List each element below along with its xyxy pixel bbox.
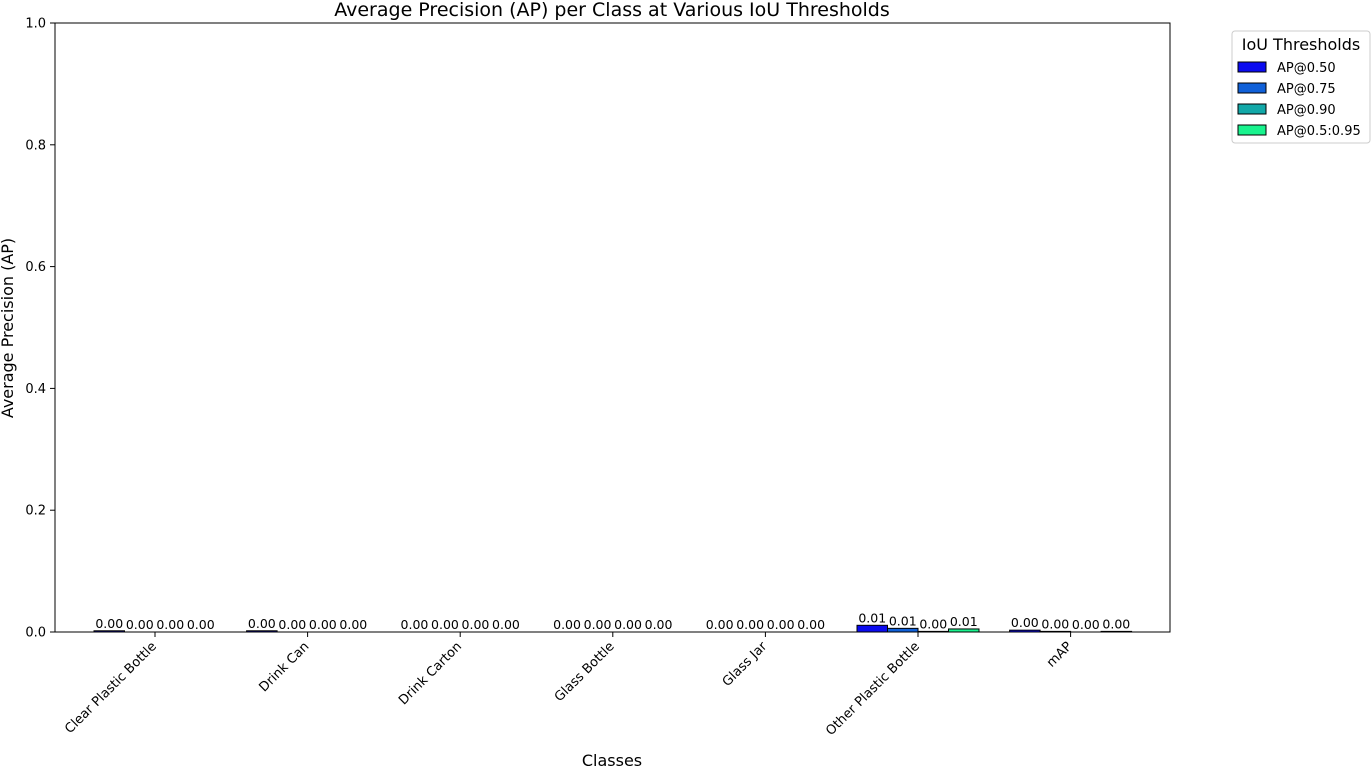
bar-value-label: 0.00 — [553, 617, 581, 632]
bar-labels-layer: 0.00 0.00 0.00 0.00 0.00 0.00 0.00 0.00 0.00 0.00… — [95, 610, 1130, 632]
bar — [887, 627, 919, 633]
bar-value-label: 0.00 — [645, 617, 673, 632]
bar-value-label: 0.00 — [614, 617, 642, 632]
legend-frame — [1231, 30, 1371, 144]
bar-value-label: 0.00 — [126, 617, 154, 632]
y-tick-label: 0.4 — [25, 382, 46, 397]
legend-title: IoU Thresholds — [1242, 35, 1361, 54]
y-tick-label: 0.2 — [25, 504, 46, 519]
bar-value-label: 0.00 — [187, 617, 215, 632]
bar-value-label: 0.00 — [1041, 616, 1069, 631]
bar-value-label: 0.00 — [584, 617, 612, 632]
bar-value-label: 0.00 — [339, 617, 367, 632]
x-axis: Clear Plastic Bottle Drink Can Drink Carto… — [62, 632, 1076, 739]
bar-value-label: 0.00 — [736, 617, 764, 632]
legend-entry: AP@0.75 — [1277, 82, 1336, 97]
y-axis-label: Average Precision (AP) — [0, 238, 17, 418]
legend-swatch — [1237, 61, 1267, 73]
bar-value-label: 0.00 — [797, 617, 825, 632]
legend-swatch — [1237, 124, 1267, 136]
y-tick-label: 0.6 — [25, 260, 46, 275]
x-tick-label: Glass Bottle — [552, 639, 618, 705]
y-tick-label: 0.0 — [25, 626, 46, 641]
bar-value-label: 0.00 — [95, 616, 123, 631]
bar-value-label: 0.00 — [248, 616, 276, 631]
legend-swatch — [1237, 82, 1267, 94]
bar-value-label: 0.01 — [889, 613, 917, 628]
bar-value-label: 0.00 — [492, 617, 520, 632]
legend-entry: AP@0.5:0.95 — [1277, 124, 1361, 139]
bar-value-label: 0.00 — [767, 617, 795, 632]
bar-value-label: 0.00 — [462, 617, 490, 632]
bar-value-label: 0.01 — [858, 610, 886, 625]
bar-value-label: 0.00 — [1072, 617, 1100, 632]
bar-value-label: 0.00 — [919, 616, 947, 631]
bar-value-label: 0.00 — [156, 617, 184, 632]
bar-value-label: 0.00 — [1011, 615, 1039, 630]
x-tick-label: Other Plastic Bottle — [823, 639, 923, 739]
bar-value-label: 0.00 — [431, 617, 459, 632]
x-tick-label: Glass Jar — [720, 639, 771, 690]
x-axis-label: Classes — [582, 751, 642, 770]
bar-value-label: 0.00 — [278, 617, 306, 632]
bar-value-label: 0.00 — [401, 617, 429, 632]
bar-value-label: 0.00 — [706, 617, 734, 632]
legend-entry: AP@0.90 — [1277, 103, 1336, 118]
bar-value-label: 0.00 — [1102, 616, 1130, 631]
x-tick-label: Drink Carton — [396, 639, 465, 708]
y-axis: 0.0 0.2 0.4 0.6 0.8 1.0 — [25, 17, 55, 641]
plot-frame — [54, 22, 1171, 633]
x-tick-label: mAP — [1044, 639, 1076, 671]
y-tick-label: 1.0 — [25, 17, 46, 32]
legend-items: AP@0.50 AP@0.75 AP@0.90 AP@0.5:0.95 — [1237, 61, 1361, 139]
x-tick-label: Drink Can — [256, 639, 312, 695]
bar-value-label: 0.00 — [309, 617, 337, 632]
chart-title: Average Precision (AP) per Class at Vari… — [334, 0, 890, 21]
legend-swatch — [1237, 103, 1267, 115]
x-tick-label: Clear Plastic Bottle — [62, 639, 160, 737]
legend-entry: AP@0.50 — [1277, 61, 1336, 76]
legend: IoU Thresholds AP@0.50AP@0.75AP@0.90AP@0… — [1231, 30, 1371, 144]
bar — [856, 624, 888, 633]
bar-value-label: 0.01 — [950, 614, 978, 629]
y-tick-label: 0.8 — [25, 138, 46, 153]
